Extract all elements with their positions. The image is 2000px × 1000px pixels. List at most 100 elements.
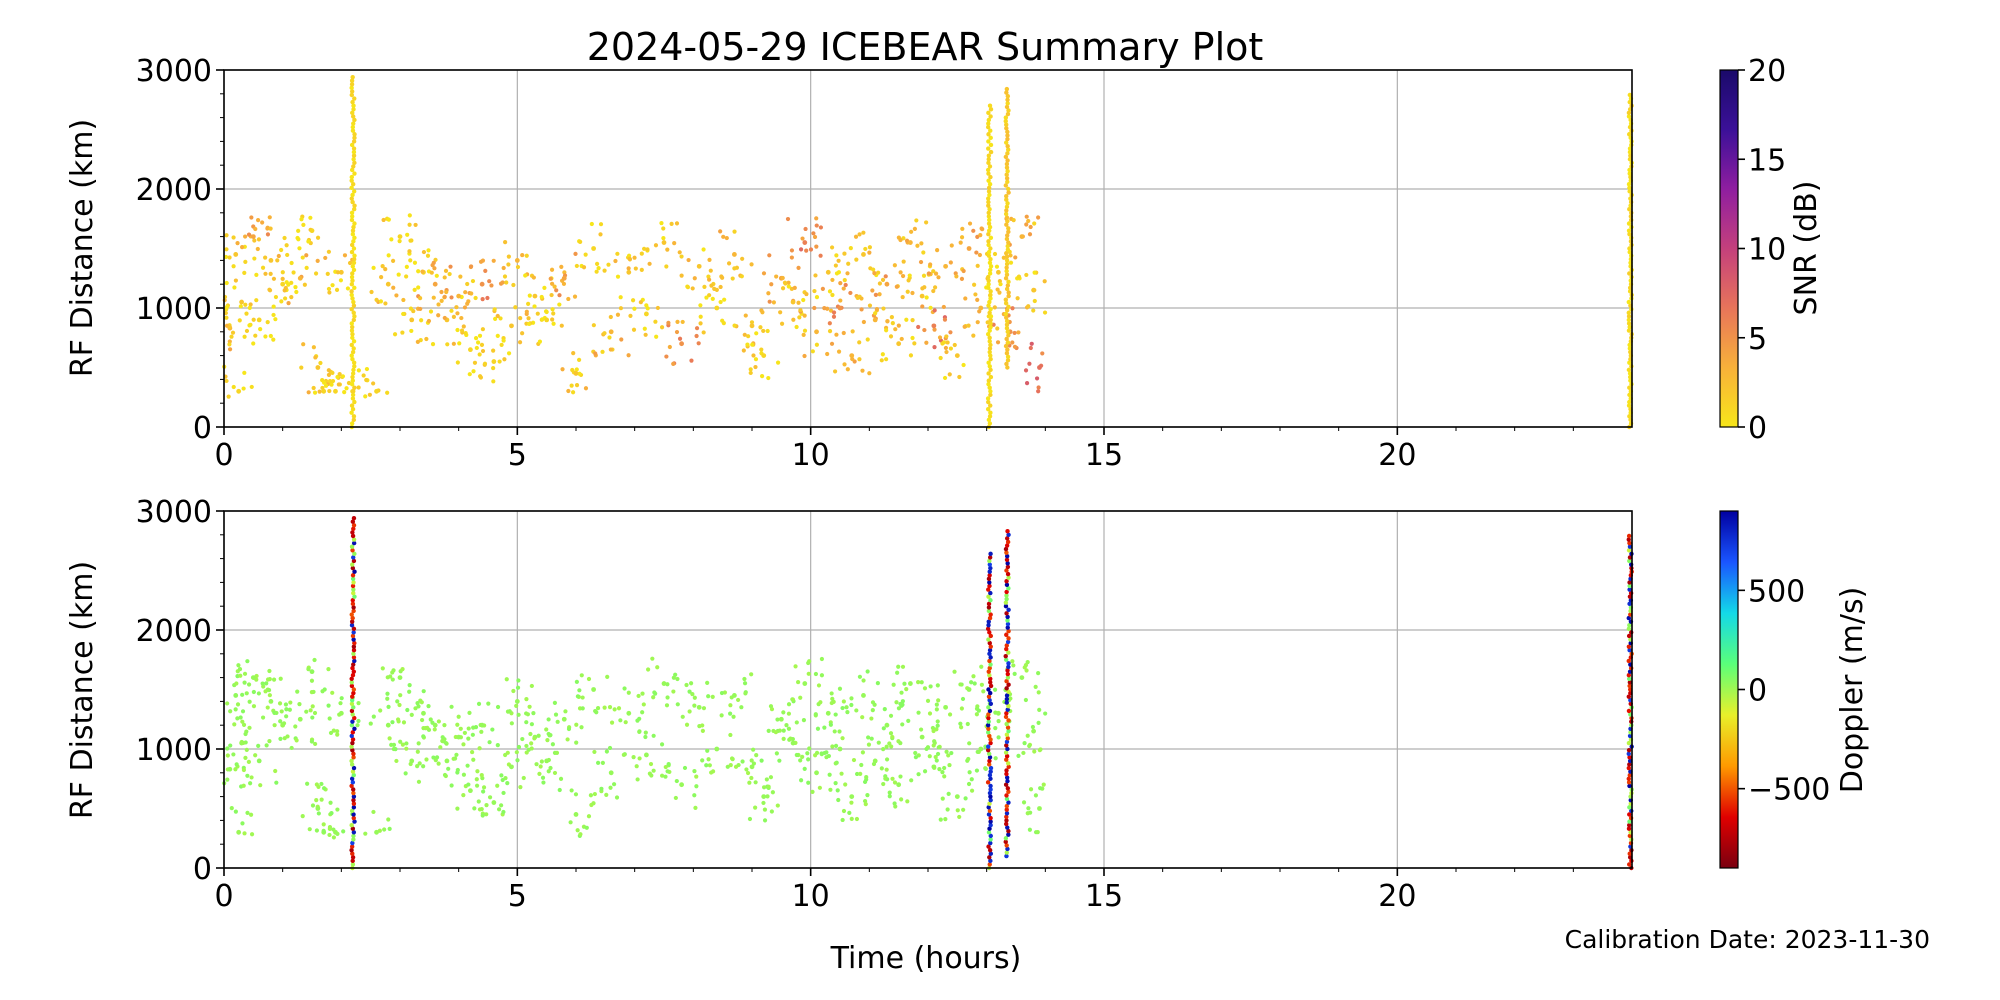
scatter-point <box>881 726 886 731</box>
band-point <box>351 558 357 564</box>
scatter-point <box>869 736 874 741</box>
band-point <box>350 562 355 567</box>
band-point <box>352 364 357 369</box>
scatter-point <box>249 215 254 220</box>
band-point <box>1003 546 1009 552</box>
band-point <box>1004 126 1009 131</box>
band-point <box>352 658 357 664</box>
scatter-point <box>975 297 980 302</box>
band-point <box>351 655 357 660</box>
scatter-point <box>944 334 949 339</box>
band-point <box>350 392 356 398</box>
scatter-point <box>708 268 713 273</box>
scatter-point <box>916 772 921 777</box>
scatter-point <box>827 289 833 294</box>
band-point <box>986 371 991 376</box>
scatter-point <box>850 356 855 362</box>
scatter-point <box>963 796 968 801</box>
scatter-point <box>235 241 240 246</box>
scatter-point <box>945 340 950 345</box>
scatter-point <box>933 271 939 276</box>
doppler-colorbar-gradient <box>1719 510 1739 869</box>
scatter-point <box>663 774 668 779</box>
scatter-point <box>285 252 290 258</box>
scatter-point <box>506 351 512 356</box>
scatter-point <box>861 693 866 698</box>
scatter-point <box>749 672 754 677</box>
scatter-point <box>304 709 309 714</box>
scatter-point <box>850 329 855 334</box>
band-point <box>987 826 992 831</box>
band-point <box>1627 246 1632 251</box>
band-point <box>986 844 991 849</box>
scatter-point <box>637 756 642 761</box>
scatter-point <box>278 736 283 741</box>
scatter-point <box>518 785 523 790</box>
scatter-point <box>996 719 1001 724</box>
band-point <box>351 537 357 542</box>
scatter-point <box>309 669 315 675</box>
band-point <box>1005 283 1011 288</box>
scatter-point <box>969 777 974 782</box>
scatter-point <box>935 723 940 728</box>
scatter-point <box>813 273 818 278</box>
scatter-point <box>540 775 546 780</box>
band-point <box>352 399 357 405</box>
scatter-point <box>622 686 627 691</box>
scatter-point <box>251 689 256 695</box>
scatter-point <box>975 263 980 268</box>
scatter-point <box>893 327 898 332</box>
scatter-point <box>959 725 964 730</box>
scatter-point <box>326 372 332 377</box>
band-point <box>1005 201 1010 206</box>
scatter-point <box>518 316 523 321</box>
scatter-point <box>753 364 758 370</box>
scatter-point <box>495 333 500 338</box>
band-point <box>1004 308 1010 313</box>
scatter-point <box>674 778 679 784</box>
scatter-point <box>947 762 952 768</box>
band-point <box>1004 554 1010 559</box>
scatter-point <box>429 270 434 275</box>
scatter-point <box>307 827 312 832</box>
band-point <box>988 701 994 706</box>
band-point <box>349 844 355 849</box>
scatter-point <box>224 304 230 309</box>
scatter-point <box>558 776 564 781</box>
scatter-point <box>666 761 671 767</box>
snr-scatter-points <box>222 74 1634 430</box>
scatter-point <box>801 332 806 337</box>
band-point <box>1005 243 1010 249</box>
scatter-point <box>299 365 304 370</box>
scatter-point <box>328 800 333 805</box>
colorbar-tick-label: 0 <box>1748 674 1767 709</box>
scatter-point <box>424 336 429 342</box>
scatter-point <box>648 761 654 767</box>
scatter-point <box>311 385 316 391</box>
scatter-point <box>698 314 703 319</box>
band-point <box>1626 780 1632 785</box>
scatter-point <box>580 706 585 711</box>
band-point <box>1626 310 1631 315</box>
band-point <box>987 260 993 265</box>
scatter-point <box>819 656 825 662</box>
scatter-point <box>267 693 272 698</box>
band-point <box>988 128 993 133</box>
band-point <box>988 822 993 828</box>
scatter-point <box>867 371 872 376</box>
scatter-point <box>718 284 723 290</box>
scatter-point <box>696 704 702 710</box>
scatter-point <box>667 344 672 350</box>
scatter-point <box>282 235 287 241</box>
scatter-point <box>313 355 318 360</box>
scatter-point <box>800 236 805 241</box>
band-point <box>350 124 356 130</box>
scatter-point <box>325 271 330 276</box>
scatter-point <box>227 766 233 772</box>
scatter-point <box>672 241 677 246</box>
scatter-point <box>566 388 571 394</box>
band-point <box>1627 783 1632 789</box>
scatter-point <box>581 265 587 270</box>
scatter-point <box>289 260 294 266</box>
band-point <box>988 314 994 319</box>
